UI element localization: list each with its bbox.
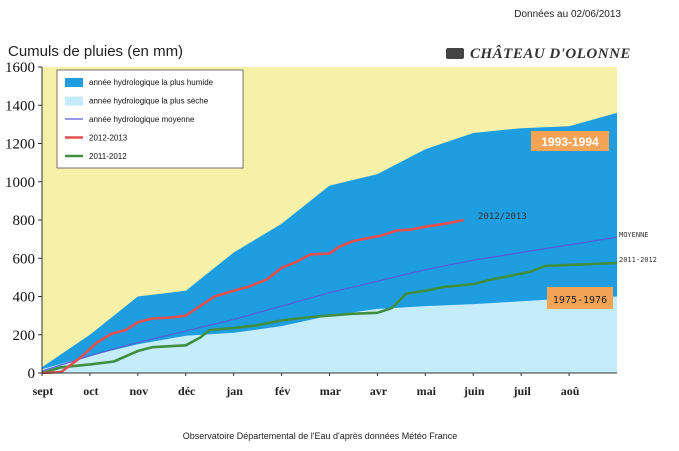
legend-item-wettest-year-swatch bbox=[65, 78, 83, 87]
wettest-year-label: 1993-1994 bbox=[541, 135, 599, 149]
end-label-2011-2012: 2011-2012 bbox=[619, 256, 657, 264]
x-tick-label-mar: mar bbox=[320, 384, 342, 398]
y-tick-label-600: 600 bbox=[13, 251, 36, 267]
y-tick-label-1600: 1600 bbox=[5, 60, 35, 76]
legend-item-average-year: année hydrologique moyenne bbox=[89, 115, 195, 124]
legend-item-2011-2012: 2011-2012 bbox=[89, 152, 127, 161]
x-tick-label-juin: juin bbox=[463, 384, 485, 398]
y-tick-label-1200: 1200 bbox=[5, 137, 35, 153]
x-tick-label-oct: oct bbox=[83, 384, 98, 398]
legend-item-2012-2013: 2012-2013 bbox=[89, 134, 128, 143]
x-tick-label-avr: avr bbox=[370, 384, 388, 398]
x-tick-label-juil: juil bbox=[512, 384, 531, 398]
legend-item-driest-year-swatch bbox=[65, 97, 83, 106]
x-tick-label-dec: déc bbox=[178, 384, 196, 398]
y-tick-label-200: 200 bbox=[13, 328, 36, 344]
y-tick-label-800: 800 bbox=[13, 213, 36, 229]
footer-source: Observatoire Départemental de l'Eau d'ap… bbox=[0, 431, 640, 441]
x-tick-label-mai: mai bbox=[417, 384, 437, 398]
y-tick-label-400: 400 bbox=[13, 290, 36, 306]
end-label-2012-2013: 2012/2013 bbox=[478, 212, 527, 222]
x-tick-label-nov: nov bbox=[129, 384, 148, 398]
end-label-average: MOYENNE bbox=[619, 231, 649, 239]
y-tick-label-1400: 1400 bbox=[5, 98, 35, 114]
legend-item-wettest-year: année hydrologique la plus humide bbox=[89, 78, 214, 87]
driest-year-label: 1975-1976 bbox=[553, 295, 607, 306]
x-tick-label-aou: aoû bbox=[561, 384, 580, 398]
legend-item-driest-year: année hydrologique la plus sèche bbox=[89, 97, 209, 106]
x-tick-label-jan: jan bbox=[225, 384, 243, 398]
y-tick-label-1000: 1000 bbox=[5, 175, 35, 191]
x-tick-label-fev: fév bbox=[275, 384, 290, 398]
x-tick-label-sept: sept bbox=[33, 384, 54, 398]
y-tick-label-0: 0 bbox=[28, 366, 36, 382]
